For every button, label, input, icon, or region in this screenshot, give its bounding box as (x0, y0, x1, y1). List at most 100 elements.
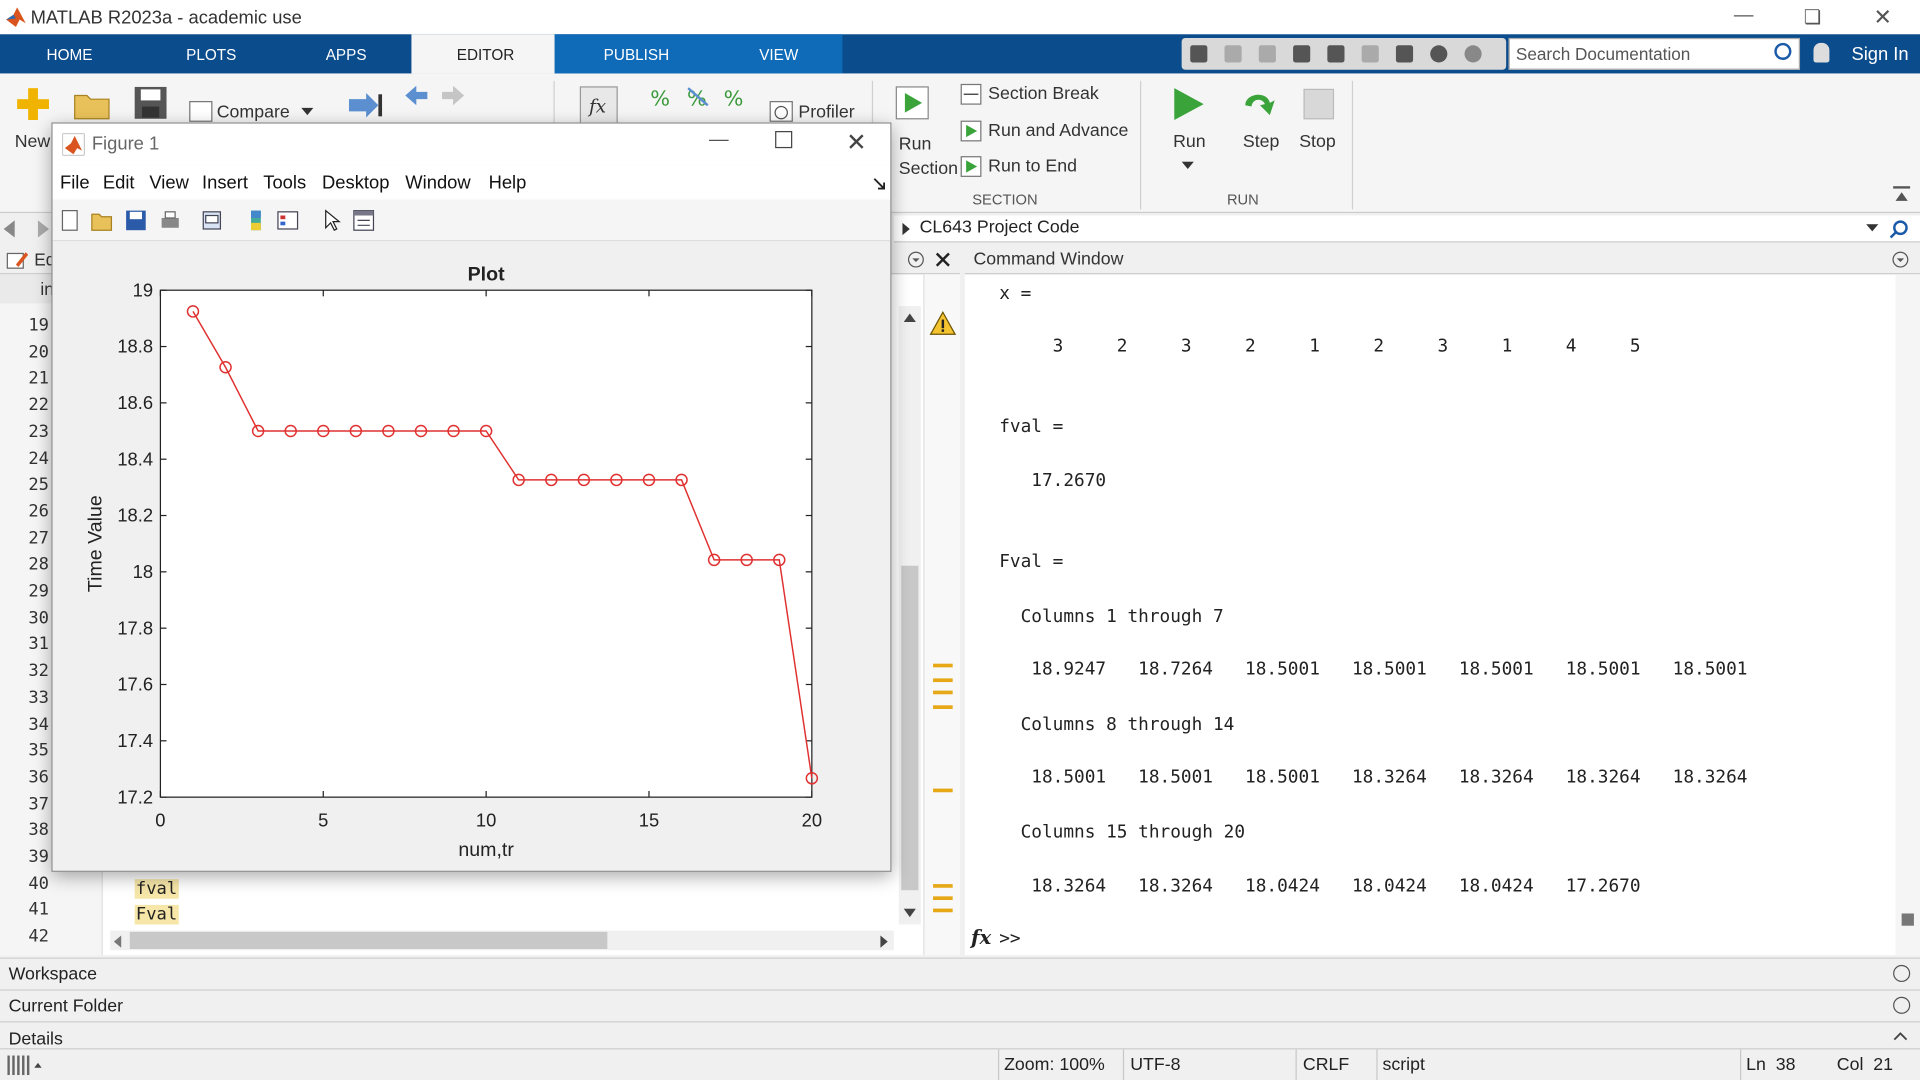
chevron-down-icon[interactable] (301, 107, 314, 118)
run-section-icon[interactable] (895, 86, 929, 120)
command-window[interactable]: Command Window x = 3 2 3 2 1 2 3 1 4 5 f… (964, 244, 1920, 956)
restore-icon[interactable]: ❏ (1803, 7, 1822, 29)
fx-icon[interactable]: fx (971, 925, 992, 949)
uncomment-icon[interactable]: % (686, 86, 710, 108)
search-icon[interactable] (1774, 42, 1792, 61)
run-icon[interactable] (1169, 86, 1206, 123)
scroll-right-icon[interactable] (879, 935, 889, 948)
figure-window[interactable]: Figure 1 — ✕ File Edit View Insert Tools… (51, 122, 892, 872)
scroll-resize-icon[interactable] (1901, 913, 1914, 926)
go-to-icon[interactable] (347, 91, 384, 120)
menu-window[interactable]: Window (405, 172, 471, 194)
scroll-left-icon[interactable] (113, 935, 123, 948)
code-line-Fval[interactable]: Fval (134, 904, 179, 925)
step-icon[interactable] (1240, 86, 1279, 123)
warning-marker[interactable] (933, 908, 953, 913)
scroll-up-icon[interactable] (903, 312, 916, 323)
new-icon[interactable] (15, 86, 52, 123)
data-point[interactable] (447, 424, 460, 438)
menu-help[interactable]: Help (488, 172, 527, 194)
code-line-fval[interactable]: fval (134, 879, 179, 899)
section-break-button[interactable]: Section Break (988, 84, 1099, 105)
undock-icon[interactable] (873, 178, 886, 190)
open-folder-icon[interactable] (73, 91, 110, 120)
save-figure-icon[interactable] (125, 209, 147, 231)
stop-button[interactable]: Stop (1299, 132, 1336, 152)
path-dropdown-icon[interactable] (1866, 224, 1879, 234)
wrap-comments-icon[interactable]: % (722, 86, 746, 108)
workspace-expand-icon[interactable] (1893, 964, 1911, 983)
warning-marker[interactable] (933, 788, 953, 793)
run-to-end-icon[interactable] (960, 156, 982, 178)
open-file-icon[interactable] (91, 209, 113, 231)
forward-arrow-icon[interactable] (441, 84, 465, 106)
tab-plots[interactable]: PLOTS (186, 46, 237, 64)
insert-function-icon[interactable]: fx (579, 86, 618, 125)
editor-horizontal-scrollbar[interactable] (110, 930, 894, 951)
tab-editor[interactable]: EDITOR (456, 46, 515, 64)
data-point[interactable] (740, 553, 753, 567)
warning-marker[interactable] (933, 690, 953, 695)
data-point[interactable] (642, 473, 656, 487)
edit-plot-arrow-icon[interactable] (321, 209, 343, 232)
data-point[interactable] (675, 473, 688, 487)
data-point[interactable] (805, 772, 819, 785)
run-section-button[interactable]: Run Section (898, 134, 959, 179)
search-folder-icon[interactable] (1889, 219, 1909, 239)
figure-minimize-icon[interactable]: — (708, 129, 729, 151)
compare-button[interactable]: Compare (216, 102, 290, 123)
workspace-panel[interactable]: Workspace (0, 957, 1920, 990)
sign-in-link[interactable]: Sign In (1851, 44, 1909, 65)
data-point[interactable] (773, 553, 786, 567)
command-window-scrollbar[interactable] (1895, 274, 1920, 956)
warning-marker[interactable] (933, 663, 953, 668)
data-point[interactable] (610, 473, 623, 487)
search-documentation-input[interactable]: Search Documentation (1508, 37, 1801, 70)
expand-path-icon[interactable] (902, 222, 910, 236)
status-menu-icon[interactable] (7, 1055, 44, 1076)
paste-icon[interactable] (1293, 45, 1311, 63)
tab-home[interactable]: HOME (46, 46, 93, 64)
warning-marker[interactable] (933, 705, 953, 709)
property-inspector-icon[interactable] (353, 209, 375, 231)
axes-box[interactable] (159, 289, 813, 798)
copy-icon[interactable] (1258, 45, 1276, 63)
command-prompt[interactable]: >> (999, 929, 1021, 949)
tab-publish[interactable]: PUBLISH (603, 46, 670, 64)
data-point[interactable] (186, 305, 200, 318)
data-point[interactable] (545, 473, 558, 487)
warning-marker[interactable] (933, 884, 953, 888)
data-point[interactable] (512, 473, 525, 487)
print-icon[interactable] (159, 209, 181, 231)
link-plot-icon[interactable] (201, 209, 223, 231)
close-icon[interactable]: ✕ (1873, 4, 1892, 30)
figure-close-icon[interactable]: ✕ (846, 129, 867, 157)
warning-icon[interactable] (929, 311, 957, 335)
save-icon[interactable] (133, 86, 167, 120)
menu-file[interactable]: File (60, 172, 90, 194)
editor-close-icon[interactable] (935, 252, 951, 267)
insert-legend-icon[interactable] (277, 209, 299, 231)
data-point[interactable] (479, 424, 493, 438)
run-button[interactable]: Run (1173, 132, 1206, 152)
run-dropdown-icon[interactable] (1181, 161, 1194, 172)
data-point[interactable] (349, 424, 363, 438)
compare-icon[interactable] (189, 100, 213, 122)
bell-icon[interactable] (1813, 42, 1830, 63)
nav-forward-icon[interactable] (37, 220, 49, 238)
command-window-actions-icon[interactable] (1892, 251, 1909, 268)
minimize-icon[interactable]: — (1733, 4, 1754, 26)
comment-icon[interactable]: % (649, 86, 673, 108)
stop-icon[interactable] (1302, 87, 1336, 121)
nav-back-icon[interactable] (3, 220, 15, 238)
menu-insert[interactable]: Insert (202, 172, 248, 194)
warning-marker[interactable] (933, 678, 953, 683)
warning-marker[interactable] (933, 896, 953, 901)
data-point[interactable] (219, 361, 232, 374)
figure-maximize-icon[interactable] (775, 131, 793, 149)
menu-edit[interactable]: Edit (102, 172, 135, 194)
back-arrow-icon[interactable] (404, 84, 428, 106)
switch-windows-icon[interactable] (1395, 45, 1414, 63)
profiler-icon[interactable] (769, 100, 793, 122)
editor-actions-icon[interactable] (907, 251, 924, 268)
